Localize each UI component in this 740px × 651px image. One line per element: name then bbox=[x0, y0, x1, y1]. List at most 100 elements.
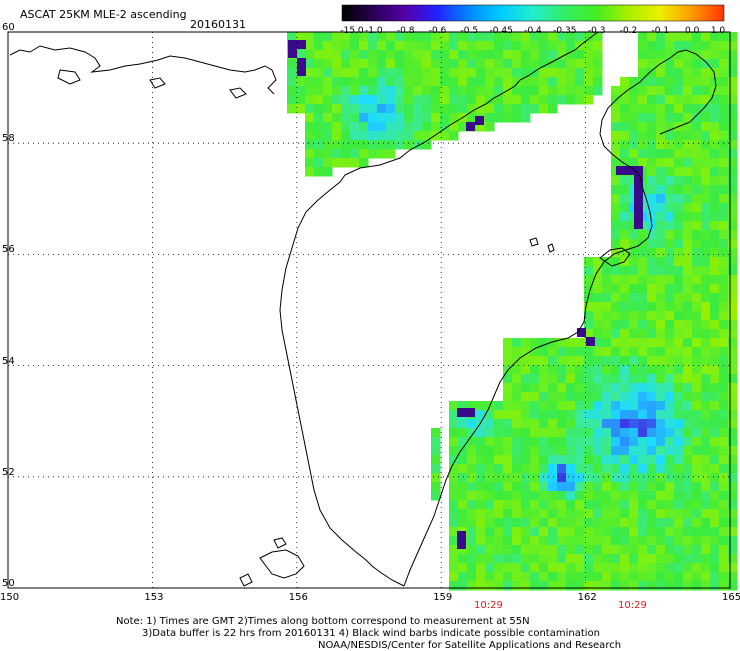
wind-cell bbox=[566, 410, 576, 420]
wind-cell bbox=[557, 446, 567, 456]
wind-cell bbox=[647, 212, 657, 222]
wind-cell bbox=[512, 509, 522, 519]
wind-cell bbox=[701, 581, 711, 591]
wind-cell bbox=[710, 311, 720, 321]
wind-cell bbox=[503, 509, 513, 519]
wind-cell bbox=[620, 239, 630, 249]
wind-cell bbox=[467, 482, 477, 492]
wind-cell bbox=[629, 554, 639, 564]
wind-cell bbox=[728, 284, 738, 294]
wind-cell bbox=[674, 266, 684, 276]
wind-cell bbox=[602, 374, 612, 384]
wind-cell bbox=[692, 176, 702, 186]
wind-cell bbox=[611, 104, 621, 114]
wind-cell bbox=[629, 491, 639, 501]
wind-cell bbox=[404, 41, 414, 51]
wind-cell bbox=[557, 86, 567, 96]
wind-cell bbox=[683, 239, 693, 249]
wind-cell bbox=[584, 509, 594, 519]
wind-cell bbox=[692, 167, 702, 177]
wind-cell bbox=[584, 347, 594, 357]
wind-cell bbox=[602, 491, 612, 501]
wind-cell bbox=[593, 527, 603, 537]
wind-cell bbox=[593, 536, 603, 546]
wind-cell bbox=[566, 68, 576, 78]
wind-cell bbox=[548, 482, 558, 492]
wind-cell bbox=[701, 410, 711, 420]
wind-cell bbox=[620, 563, 630, 573]
wind-cell bbox=[683, 194, 693, 204]
wind-cell bbox=[449, 401, 459, 411]
wind-cell bbox=[584, 392, 594, 402]
wind-cell bbox=[710, 257, 720, 267]
wind-cell bbox=[584, 545, 594, 555]
wind-cell bbox=[728, 392, 738, 402]
wind-cell bbox=[701, 167, 711, 177]
wind-cell bbox=[602, 257, 612, 267]
wind-cell bbox=[593, 518, 603, 528]
wind-cell bbox=[638, 104, 648, 114]
wind-cell bbox=[449, 41, 459, 51]
wind-cell bbox=[512, 113, 522, 123]
wind-cell bbox=[611, 347, 621, 357]
wind-cell bbox=[710, 347, 720, 357]
wind-cell bbox=[674, 365, 684, 375]
wind-cell bbox=[620, 203, 630, 213]
coastline bbox=[9, 31, 717, 587]
wind-cell bbox=[656, 248, 666, 258]
wind-cell bbox=[503, 392, 513, 402]
wind-cell bbox=[692, 257, 702, 267]
wind-cell bbox=[548, 527, 558, 537]
wind-cell bbox=[656, 536, 666, 546]
wind-cell bbox=[530, 374, 540, 384]
wind-cell bbox=[728, 59, 738, 69]
wind-cell bbox=[629, 176, 639, 186]
wind-cell bbox=[539, 32, 549, 42]
wind-cell bbox=[386, 149, 396, 159]
wind-cell bbox=[458, 563, 468, 573]
wind-cell bbox=[530, 50, 540, 60]
wind-cell bbox=[620, 338, 630, 348]
wind-cell bbox=[557, 356, 567, 366]
wind-cell bbox=[611, 518, 621, 528]
wind-cell bbox=[539, 545, 549, 555]
wind-cell bbox=[710, 68, 720, 78]
wind-cell bbox=[683, 41, 693, 51]
wind-cell bbox=[656, 77, 666, 87]
wind-cell bbox=[665, 482, 675, 492]
wind-cell bbox=[584, 401, 594, 411]
wind-cell bbox=[620, 347, 630, 357]
wind-cell bbox=[530, 464, 540, 474]
wind-cell bbox=[566, 572, 576, 582]
wind-cell bbox=[584, 257, 594, 267]
wind-cell bbox=[674, 158, 684, 168]
wind-cell bbox=[719, 473, 729, 483]
wind-cell bbox=[494, 95, 504, 105]
wind-cell bbox=[656, 320, 666, 330]
wind-cell bbox=[710, 464, 720, 474]
wind-cell bbox=[413, 131, 423, 141]
wind-cell bbox=[458, 482, 468, 492]
wind-cell bbox=[386, 68, 396, 78]
wind-cell bbox=[683, 347, 693, 357]
contaminated-cell bbox=[297, 67, 306, 76]
wind-cell bbox=[701, 338, 711, 348]
wind-cell bbox=[719, 383, 729, 393]
wind-cell bbox=[656, 149, 666, 159]
wind-cell bbox=[701, 509, 711, 519]
wind-cell bbox=[584, 41, 594, 51]
wind-cell bbox=[305, 140, 315, 150]
wind-cell bbox=[665, 320, 675, 330]
wind-cell bbox=[548, 554, 558, 564]
wind-cell bbox=[674, 536, 684, 546]
wind-cell bbox=[539, 446, 549, 456]
wind-cell bbox=[467, 491, 477, 501]
wind-cell bbox=[521, 113, 531, 123]
wind-cell bbox=[665, 275, 675, 285]
wind-cell bbox=[728, 437, 738, 447]
wind-cell bbox=[647, 302, 657, 312]
wind-cell bbox=[566, 536, 576, 546]
wind-cell bbox=[593, 356, 603, 366]
wind-cell bbox=[485, 32, 495, 42]
wind-cell bbox=[296, 50, 306, 60]
